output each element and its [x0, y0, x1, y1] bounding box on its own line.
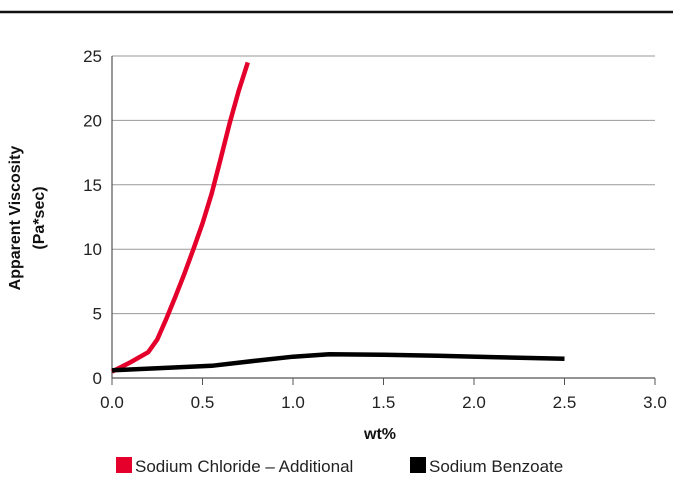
y-tick-label-5: 25: [83, 47, 102, 66]
x-tick-label-1: 0.5: [191, 393, 215, 412]
y-tick-label-0: 0: [93, 369, 102, 388]
legend-swatch-sodium-chloride: [116, 457, 132, 473]
series-line-1: [111, 351, 565, 373]
y-axis-title-line2: (Pa*sec): [31, 186, 48, 249]
y-tick-label-3: 15: [83, 176, 102, 195]
gridlines: [112, 55, 655, 315]
legend-label-sodium-benzoate: Sodium Benzoate: [429, 457, 563, 476]
y-tick-label-4: 20: [83, 111, 102, 130]
y-tick-label-2: 10: [83, 240, 102, 259]
series-lines: [110, 61, 565, 374]
y-axis-title-line1: Apparent Viscosity: [7, 146, 24, 291]
x-tick-label-6: 3.0: [643, 393, 667, 412]
x-tick-label-3: 1.5: [372, 393, 396, 412]
x-axis-title: wt%: [363, 426, 396, 443]
series-line-0: [110, 61, 250, 374]
x-tick-label-5: 2.5: [553, 393, 577, 412]
x-tick-label-4: 2.0: [462, 393, 486, 412]
x-tick-label-2: 1.0: [281, 393, 305, 412]
x-tick-label-0: 0.0: [100, 393, 124, 412]
tick-labels: 0 5 10 15 20 25 0.0 0.5 1.0 1.5 2.0 2.5 3.0: [83, 47, 667, 412]
legend: Sodium Chloride – Additional Sodium Benz…: [116, 457, 563, 476]
legend-label-sodium-chloride: Sodium Chloride – Additional: [135, 457, 353, 476]
legend-swatch-sodium-benzoate: [410, 457, 426, 473]
y-tick-label-1: 5: [93, 305, 102, 324]
axes: [111, 56, 656, 385]
